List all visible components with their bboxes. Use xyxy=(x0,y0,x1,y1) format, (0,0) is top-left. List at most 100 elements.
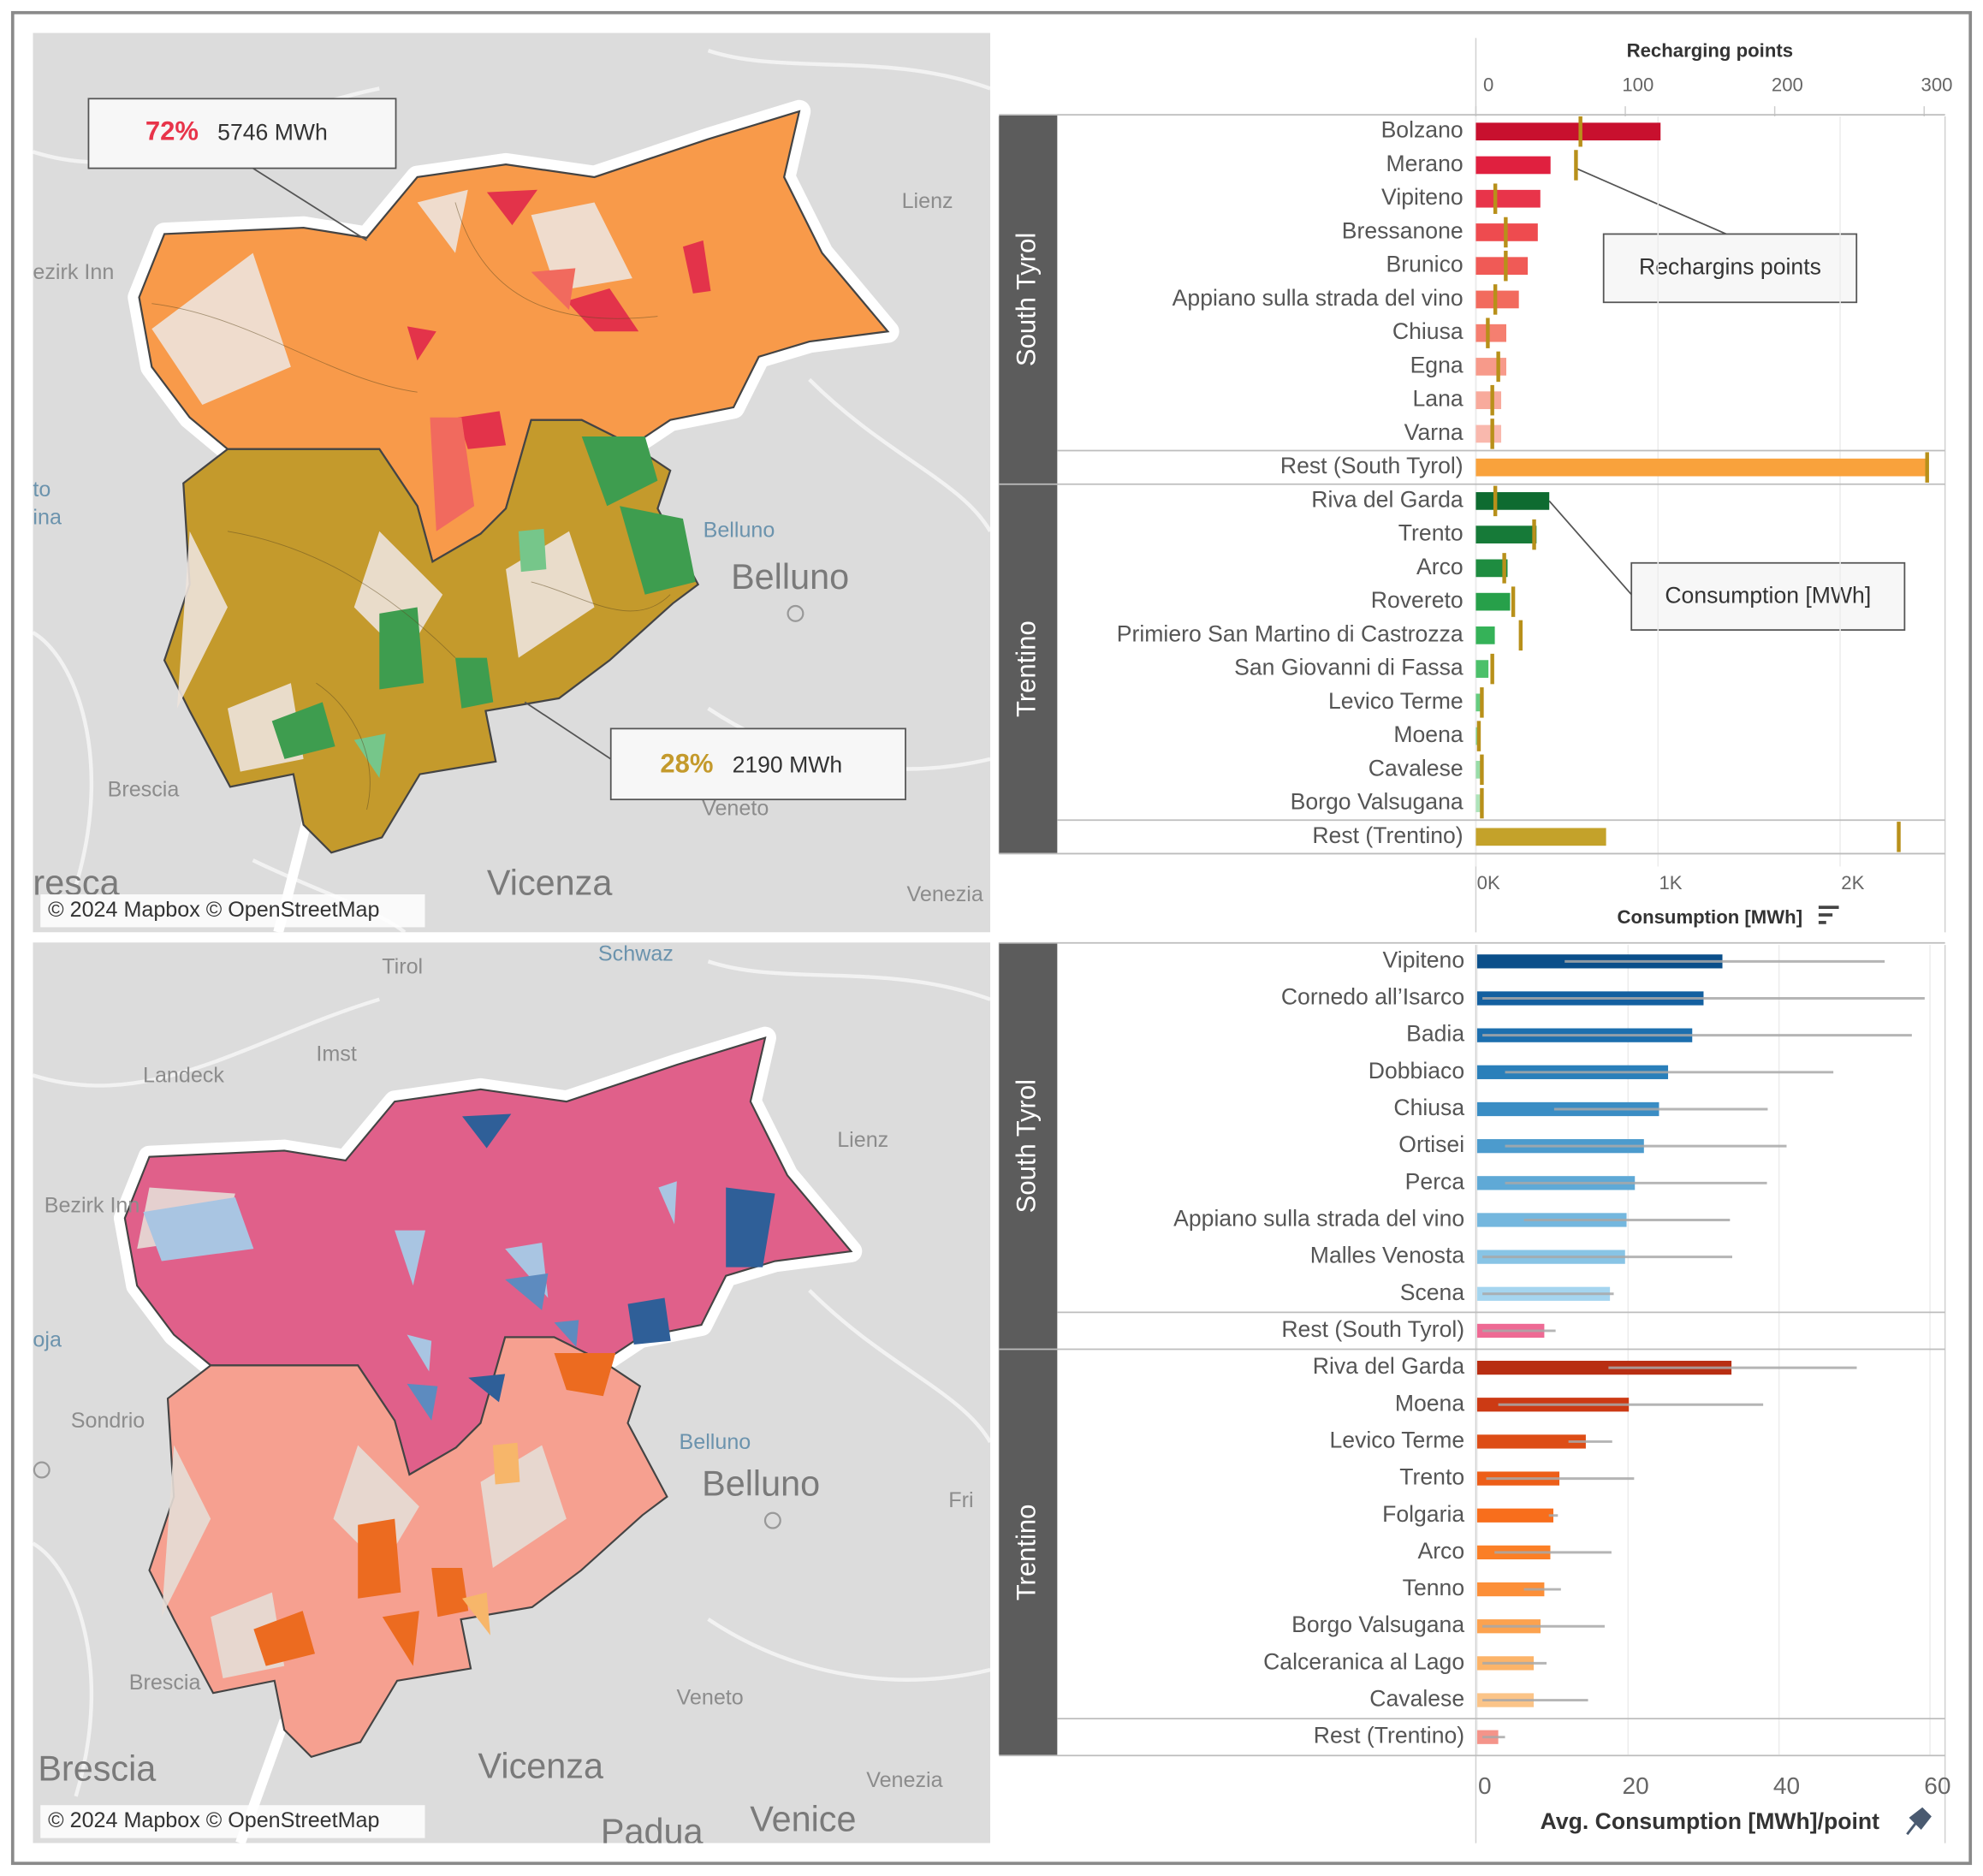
category-label: Ortisei xyxy=(1398,1131,1464,1157)
place-label: Brescia xyxy=(108,777,180,801)
bar xyxy=(1475,358,1506,376)
x2-tick-label: 300 xyxy=(1921,74,1953,95)
place-label: oja xyxy=(33,1327,62,1351)
place-label: Venice xyxy=(750,1799,856,1838)
points-marker xyxy=(1493,284,1498,315)
category-label: Arco xyxy=(1417,1538,1464,1564)
category-label: Varna xyxy=(1404,419,1464,445)
place-label: ezirk Inn xyxy=(33,260,114,284)
category-label: Borgo Valsugana xyxy=(1291,789,1464,815)
points-marker xyxy=(1578,116,1582,147)
pin-icon[interactable] xyxy=(1906,1807,1932,1836)
category-label: Vipiteno xyxy=(1383,947,1465,972)
category-label: Scena xyxy=(1400,1279,1465,1305)
category-label: Perca xyxy=(1405,1168,1465,1194)
category-label: Brunico xyxy=(1386,252,1464,277)
points-marker xyxy=(1480,787,1484,819)
points-marker xyxy=(1504,217,1508,248)
points-marker xyxy=(1476,721,1481,751)
category-label: Chiusa xyxy=(1392,318,1464,344)
category-label: Tenno xyxy=(1403,1575,1464,1600)
place-label: Venezia xyxy=(906,882,983,906)
place-label: Brescia xyxy=(129,1671,201,1695)
bar xyxy=(1475,828,1606,846)
points-marker xyxy=(1490,384,1494,416)
category-label: Malles Venosta xyxy=(1310,1243,1465,1268)
x-tick-label: 60 xyxy=(1924,1772,1950,1799)
category-label: Badia xyxy=(1406,1021,1464,1047)
place-label: Imst xyxy=(316,1042,356,1066)
annotation: Rechargins points xyxy=(1639,253,1821,279)
category-label: Riva del Garda xyxy=(1313,1353,1465,1379)
bar xyxy=(1476,1360,1732,1375)
category-label: Bolzano xyxy=(1381,117,1464,143)
x2-tick-label: 200 xyxy=(1772,74,1803,95)
group-header xyxy=(999,942,1058,1350)
category-label: Borgo Valsugana xyxy=(1291,1612,1464,1637)
category-label: Levico Terme xyxy=(1330,1427,1465,1452)
map-consumption: Lienz ezirk Inn Belluno Belluno Brescia … xyxy=(33,33,991,933)
place-label: to xyxy=(33,478,50,502)
bar xyxy=(1475,424,1502,443)
points-marker xyxy=(1518,620,1523,651)
points-marker xyxy=(1925,452,1929,483)
annotation-box xyxy=(1602,233,1858,304)
category-label: Dobbiaco xyxy=(1369,1058,1464,1083)
group-label: Trentino xyxy=(1012,1505,1042,1601)
category-label: Cavalese xyxy=(1369,1686,1464,1712)
annotation: Consumption [MWh] xyxy=(1665,583,1871,609)
frame xyxy=(10,10,1973,1866)
category-label: Levico Terme xyxy=(1328,688,1464,714)
sort-icon[interactable] xyxy=(1818,905,1839,924)
callout-value: 5746 MWh xyxy=(217,120,328,145)
bar xyxy=(1476,1582,1545,1597)
category-label: Cavalese xyxy=(1369,755,1464,781)
place-label: Vicenza xyxy=(487,864,613,903)
place-label: Bezirk Inn xyxy=(45,1194,140,1218)
category-label: Calceranica al Lago xyxy=(1263,1648,1464,1674)
category-label: Vipiteno xyxy=(1381,184,1464,210)
bar xyxy=(1475,257,1529,276)
bar xyxy=(1475,324,1506,342)
group-label: Trentino xyxy=(1012,620,1042,717)
x-tick-label: 20 xyxy=(1623,1772,1649,1799)
callout-percent: 72% xyxy=(145,116,199,145)
category-label: Rovereto xyxy=(1371,587,1464,613)
x-tick-label: 1K xyxy=(1659,872,1682,893)
bar xyxy=(1475,156,1551,175)
place-label: Padua xyxy=(601,1812,704,1851)
group-label: South Tyrol xyxy=(1012,233,1042,366)
place-label: Tirol xyxy=(382,954,423,978)
bar xyxy=(1475,391,1502,410)
points-marker xyxy=(1493,485,1498,517)
x-tick-label: 2K xyxy=(1841,872,1864,893)
points-marker xyxy=(1490,653,1494,685)
category-label: Arco xyxy=(1416,554,1464,579)
bar xyxy=(1475,760,1482,779)
place-label: ina xyxy=(33,506,62,530)
place-label: Venezia xyxy=(866,1768,942,1792)
points-marker xyxy=(1511,586,1516,617)
map-avg-consumption: Tirol Schwaz Imst Landeck Lienz Bezirk I… xyxy=(33,942,991,1851)
place-label: Belluno xyxy=(731,557,849,597)
bar xyxy=(1475,458,1928,477)
group-header xyxy=(999,1349,1058,1756)
callout-percent: 28% xyxy=(660,748,713,778)
category-label: Appiano sulla strada del vino xyxy=(1173,285,1464,311)
category-label: Moena xyxy=(1395,1390,1465,1416)
x2-tick-label: 100 xyxy=(1622,74,1653,95)
group-label: South Tyrol xyxy=(1012,1079,1042,1213)
points-marker xyxy=(1496,351,1500,383)
place-label: Brescia xyxy=(38,1748,157,1788)
category-label: Lana xyxy=(1413,386,1464,412)
points-marker xyxy=(1504,250,1508,282)
bar xyxy=(1475,525,1537,543)
bar xyxy=(1475,794,1482,812)
bar xyxy=(1475,122,1661,141)
category-label: Merano xyxy=(1386,151,1464,176)
points-marker xyxy=(1480,754,1484,786)
place-label: Sondrio xyxy=(71,1409,145,1433)
category-label: Egna xyxy=(1410,352,1464,377)
